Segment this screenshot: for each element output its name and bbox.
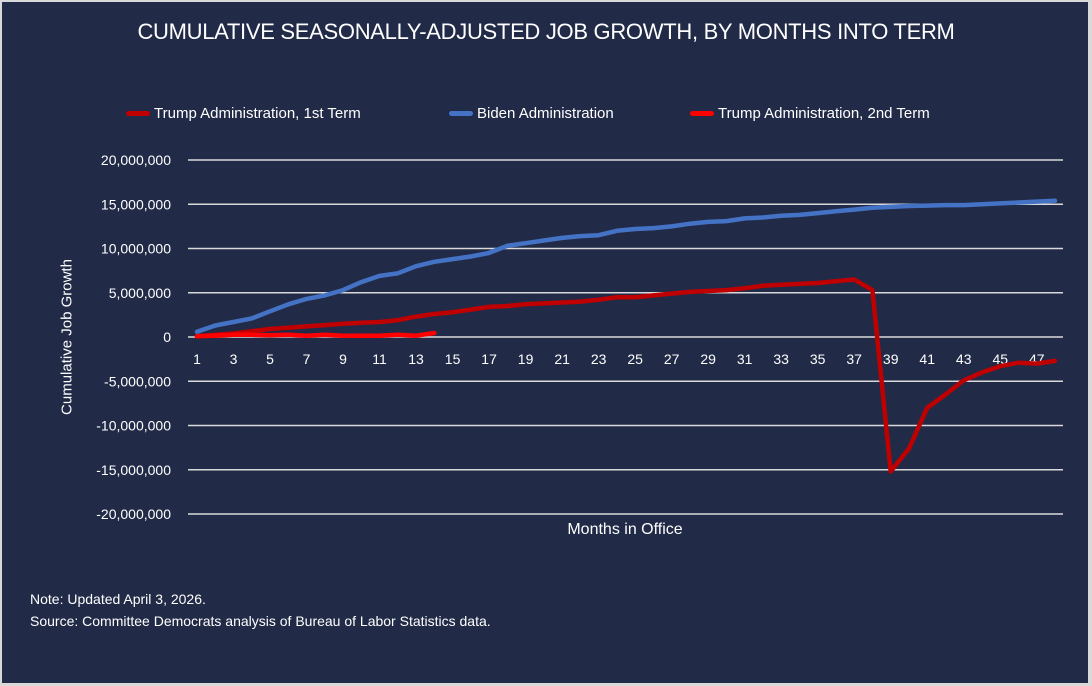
x-tick-label: 23 bbox=[591, 351, 607, 367]
x-tick-label: 33 bbox=[773, 351, 789, 367]
y-tick-label: 15,000,000 bbox=[101, 196, 171, 212]
chart-title-text: CUMULATIVE SEASONALLY-ADJUSTED JOB GROWT… bbox=[137, 19, 955, 44]
x-tick-label: 3 bbox=[230, 351, 238, 367]
x-tick-label: 31 bbox=[737, 351, 753, 367]
footnotes: Note: Updated April 3, 2026. Source: Com… bbox=[30, 588, 491, 632]
y-tick-label: 20,000,000 bbox=[101, 152, 171, 168]
chart-title: CUMULATIVE SEASONALLY-ADJUSTED JOB GROWT… bbox=[0, 16, 1092, 48]
x-tick-label: 25 bbox=[627, 351, 643, 367]
legend-label: Trump Administration, 1st Term bbox=[154, 105, 361, 122]
y-tick-label: 0 bbox=[163, 329, 171, 345]
x-tick-label: 5 bbox=[266, 351, 274, 367]
series-trump-2nd-term bbox=[194, 330, 437, 339]
x-tick-label: 13 bbox=[408, 351, 424, 367]
x-tick-label: 35 bbox=[810, 351, 826, 367]
x-tick-label: 15 bbox=[445, 351, 461, 367]
x-tick-label: 43 bbox=[956, 351, 972, 367]
x-tick-label: 19 bbox=[518, 351, 534, 367]
x-tick-label: 1 bbox=[193, 351, 201, 367]
y-tick-label: -15,000,000 bbox=[96, 462, 171, 478]
legend-item-biden[interactable]: Biden Administration bbox=[449, 105, 614, 122]
source-text: Source: Committee Democrats analysis of … bbox=[30, 613, 491, 629]
x-tick-labels: 1 3 5 7 9 11 13 15 17 19 21 23 25 27 29 31 33 35 37 39 41 43 4… bbox=[193, 351, 1045, 367]
series-trump-1st-term bbox=[194, 277, 1058, 474]
x-tick-label: 45 bbox=[992, 351, 1008, 367]
y-tick-label: 5,000,000 bbox=[109, 285, 171, 301]
legend-item-trump-2nd[interactable]: Trump Administration, 2nd Term bbox=[690, 105, 930, 122]
x-tick-label: 27 bbox=[664, 351, 680, 367]
legend-label: Trump Administration, 2nd Term bbox=[718, 105, 930, 122]
legend-swatch-trump-1st bbox=[126, 111, 150, 116]
x-tick-label: 7 bbox=[303, 351, 311, 367]
y-tick-label: 10,000,000 bbox=[101, 241, 171, 257]
y-tick-labels: 20,000,000 15,000,000 10,000,000 5,000,000 0… bbox=[96, 152, 171, 522]
legend-item-trump-1st[interactable]: Trump Administration, 1st Term bbox=[126, 105, 361, 122]
x-tick-label: 17 bbox=[481, 351, 497, 367]
note-text: Note: Updated April 3, 2026. bbox=[30, 591, 206, 607]
x-tick-label: 11 bbox=[372, 351, 387, 367]
legend-label: Biden Administration bbox=[477, 105, 614, 122]
legend: Trump Administration, 1st Term Biden Adm… bbox=[0, 105, 1092, 125]
series-lines bbox=[194, 198, 1058, 474]
x-tick-label: 29 bbox=[700, 351, 716, 367]
y-tick-label: -5,000,000 bbox=[104, 373, 171, 389]
y-tick-label: -20,000,000 bbox=[96, 506, 171, 522]
x-tick-label: 21 bbox=[554, 351, 570, 367]
x-tick-label: 9 bbox=[339, 351, 347, 367]
legend-swatch-biden bbox=[449, 111, 473, 116]
x-axis-title: Months in Office bbox=[567, 521, 683, 538]
legend-swatch-trump-2nd bbox=[690, 111, 714, 116]
x-tick-label: 41 bbox=[919, 351, 935, 367]
y-axis-title: Cumulative Job Growth bbox=[58, 259, 76, 415]
y-tick-label: -10,000,000 bbox=[96, 418, 171, 434]
x-tick-label: 37 bbox=[846, 351, 862, 367]
series-biden bbox=[194, 198, 1058, 334]
x-tick-label: 39 bbox=[883, 351, 899, 367]
